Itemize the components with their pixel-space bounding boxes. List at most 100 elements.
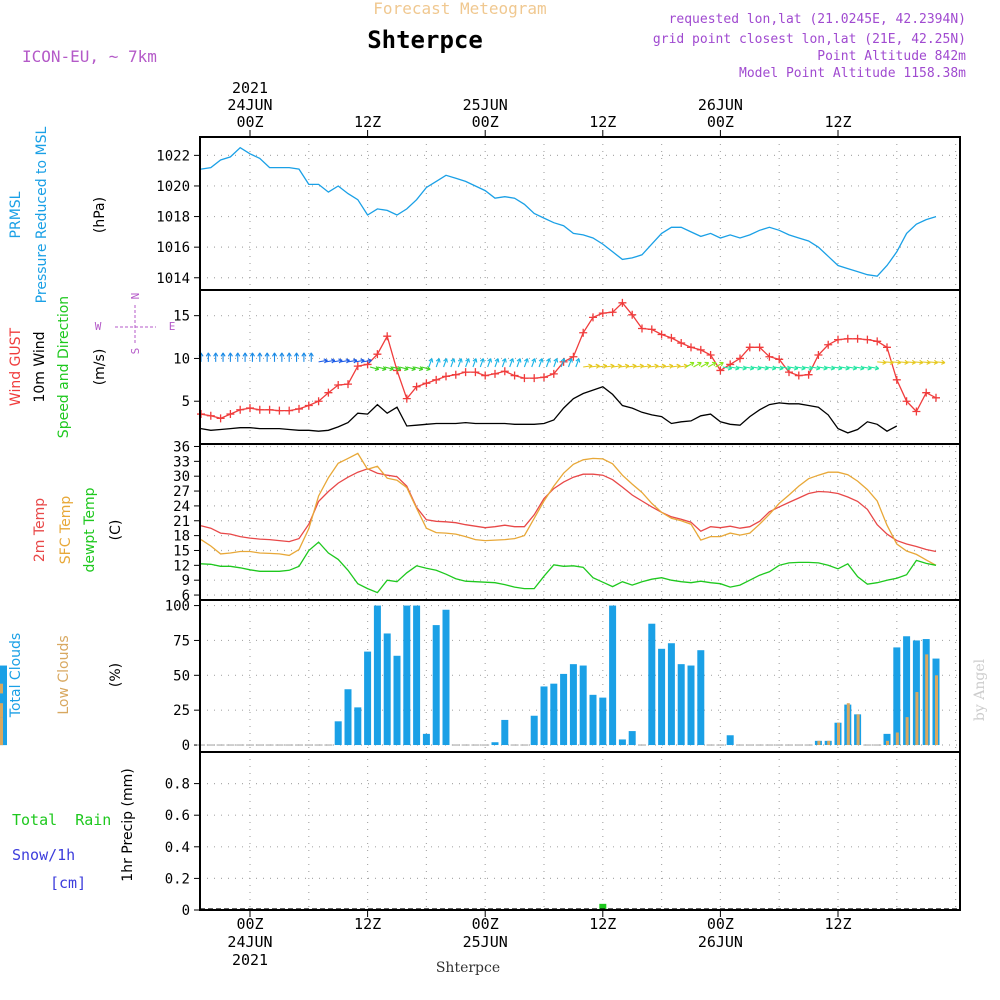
wind-arrow — [355, 359, 365, 363]
wind-arrow — [663, 365, 674, 368]
gust-point — [206, 411, 215, 420]
ylabel-temperature-0: 2m Temp — [32, 498, 48, 562]
wind-arrow-head — [396, 366, 402, 371]
gust-point — [510, 371, 519, 380]
gust-point — [912, 407, 921, 416]
compass-north: N — [129, 293, 142, 300]
gust-point — [863, 335, 872, 344]
wind-arrow-head — [719, 361, 724, 367]
wind-arrow — [414, 366, 423, 370]
total-cloud-bar — [422, 733, 430, 746]
wind-arrow — [391, 366, 401, 370]
wind-arrow — [744, 366, 754, 370]
wind-arrow — [597, 365, 607, 368]
wind-arrow — [913, 361, 923, 364]
bottom-tick-label: 12Z — [354, 915, 381, 933]
wind-arrow-head — [465, 358, 470, 363]
wind-arrow — [457, 358, 462, 368]
wind-arrow-head — [697, 361, 702, 367]
ytick-label: 1018 — [156, 210, 190, 226]
total-cloud-bar — [648, 623, 656, 746]
total-cloud-bar — [589, 694, 597, 746]
wind-arrow — [377, 366, 387, 370]
wind-arrow — [362, 359, 372, 363]
gust-point — [696, 345, 705, 354]
total-cloud-bar — [658, 648, 666, 746]
low-cloud-bar — [905, 717, 909, 746]
wind-arrow-head — [411, 366, 416, 371]
gust-point — [687, 343, 695, 352]
top-tick-label: 24JUN — [227, 96, 272, 114]
wind-arrow — [369, 366, 379, 370]
total-cloud-bar — [883, 733, 891, 746]
precip-legend-snow: Snow/1h — [12, 846, 75, 864]
gust-point — [500, 367, 509, 376]
ylabel-precip-0: 1hr Precip (mm) — [120, 768, 136, 881]
wind-arrow-head — [428, 358, 434, 363]
wind-arrow-head — [704, 361, 710, 367]
series-sfc-temp — [200, 452, 937, 566]
wind-arrow-head — [205, 352, 211, 357]
footer-location: Shterpce — [436, 960, 500, 976]
ytick-label: 0 — [182, 738, 190, 754]
gust-point — [275, 406, 284, 415]
gust-point — [892, 375, 901, 384]
total-cloud-bar — [383, 633, 391, 746]
wind-arrow — [752, 366, 762, 370]
wind-arrow-head — [249, 352, 255, 357]
wind-arrow-head — [382, 366, 387, 371]
ytick-label: 18 — [173, 529, 190, 545]
ytick-label: 50 — [173, 668, 190, 684]
gust-point — [265, 405, 274, 414]
gust-point — [589, 313, 597, 322]
wind-arrow — [583, 365, 593, 368]
wind-arrow — [531, 358, 536, 368]
ytick-label: 33 — [173, 454, 190, 470]
gust-point — [314, 397, 323, 406]
total-cloud-bar — [687, 665, 695, 746]
gust-point — [236, 405, 245, 414]
wind-arrow-head — [213, 352, 219, 357]
wind-arrow-head — [509, 358, 515, 363]
gust-point — [657, 330, 666, 339]
ytick-label: 75 — [173, 633, 190, 649]
wind-arrow-head — [286, 352, 292, 357]
panel-frame — [199, 136, 961, 291]
gust-point — [716, 366, 725, 375]
wind-arrow — [774, 366, 784, 370]
wind-arrow-head — [279, 352, 285, 357]
total-cloud-bar — [501, 719, 509, 746]
wind-arrow — [494, 358, 499, 368]
wind-arrow — [693, 362, 702, 368]
wind-arrow-head — [220, 352, 226, 357]
wind-arrow — [737, 366, 747, 370]
ylabel-wind-0: Wind GUST — [8, 327, 24, 406]
compass-east: E — [169, 320, 176, 333]
wind-arrow — [649, 365, 659, 368]
top-tick-label: 00Z — [472, 113, 499, 131]
wind-compass: N S W E — [95, 293, 176, 355]
ytick-label: 15 — [173, 309, 190, 325]
gust-point — [775, 355, 784, 364]
panel-clouds: 0 25 50 75 100 Total Clouds Low Clouds (%) — [0, 599, 961, 754]
wind-arrow-head — [941, 359, 946, 365]
gust-point — [383, 332, 392, 341]
gust-point — [491, 369, 499, 378]
wind-arrow-head — [711, 361, 717, 367]
wind-arrow-head — [874, 365, 880, 371]
total-cloud-bar — [893, 647, 901, 746]
panel-frame — [199, 289, 961, 445]
wind-arrow — [634, 365, 644, 368]
ytick-label: 1022 — [156, 148, 190, 164]
wind-arrow-head — [472, 358, 478, 363]
wind-arrow — [545, 358, 551, 368]
unit-clouds: (%) — [108, 663, 124, 687]
wind-arrow-head — [494, 358, 500, 363]
wind-arrow-head — [426, 366, 431, 371]
low-cloud-bar — [915, 692, 919, 746]
series-dewpt-temp — [200, 541, 937, 594]
wind-arrow — [627, 365, 637, 368]
gust-point — [843, 334, 852, 343]
ylabel-wind-2: Speed and Direction — [56, 296, 72, 438]
